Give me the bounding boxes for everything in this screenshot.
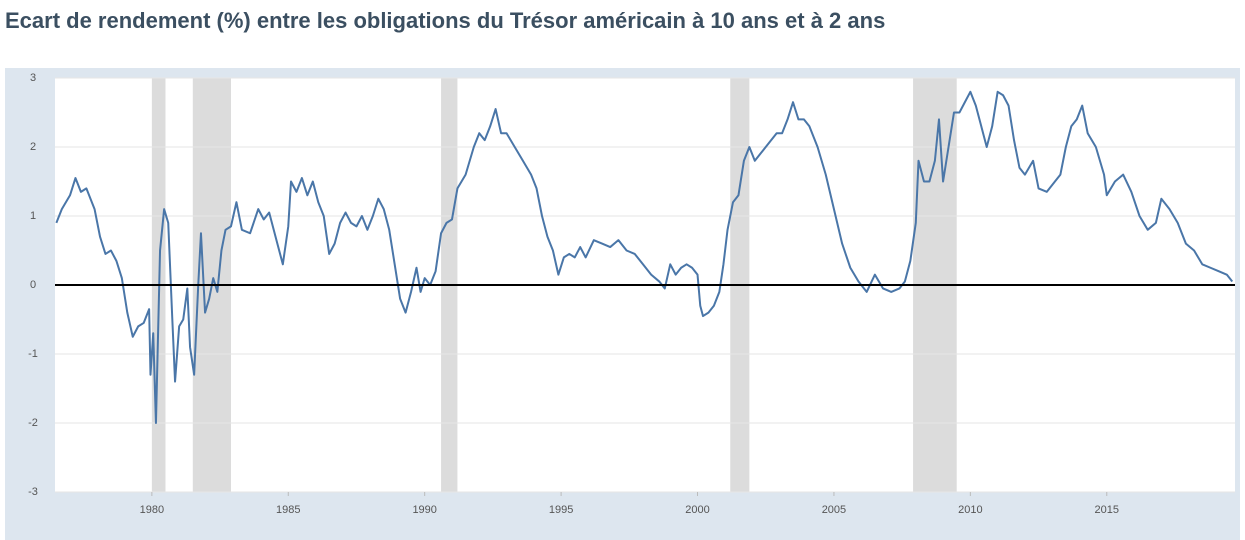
x-tick-label: 1990 [412,504,436,516]
y-tick-label: 0 [30,279,36,291]
y-tick-label: 1 [30,210,36,222]
y-tick-label: 3 [30,72,36,84]
chart-title: Ecart de rendement (%) entre les obligat… [5,8,885,33]
y-tick-label: -3 [28,486,38,498]
x-tick-label: 1995 [549,504,573,516]
y-tick-label: 2 [30,141,36,153]
y-tick-label: -2 [28,417,38,429]
x-tick-label: 1980 [140,504,164,516]
x-tick-label: 2005 [822,504,846,516]
x-tick-label: 1985 [276,504,300,516]
y-tick-label: -1 [28,348,38,360]
x-tick-label: 2000 [685,504,709,516]
x-tick-label: 2015 [1095,504,1119,516]
x-tick-label: 2010 [958,504,982,516]
